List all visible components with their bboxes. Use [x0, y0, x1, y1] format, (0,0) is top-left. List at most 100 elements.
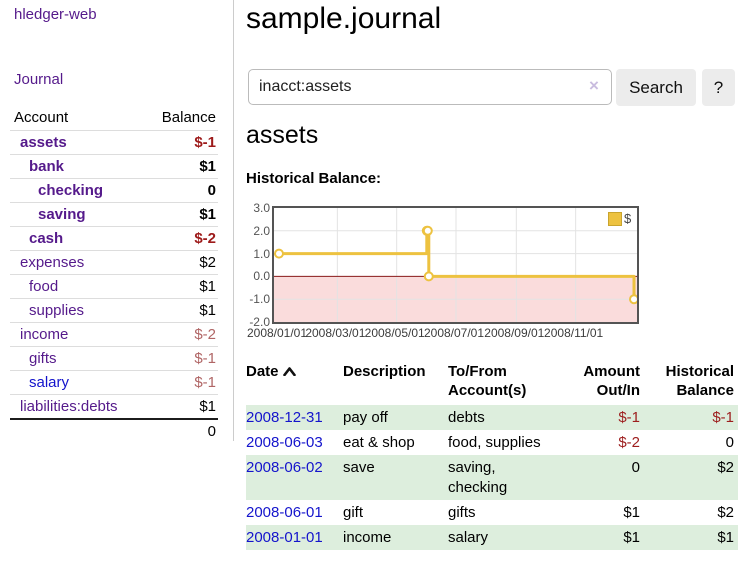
chart-label: Historical Balance: [246, 170, 382, 187]
chart-canvas [274, 208, 637, 322]
account-link-salary[interactable]: salary [29, 374, 70, 391]
account-link-food[interactable]: food [29, 278, 59, 295]
account-row: liabilities:debts $1 [10, 394, 218, 419]
x-axis-tick-label: 2008/05/01 [364, 326, 425, 340]
register-row: 2008-06-03 eat & shop food, supplies $-2 0 [246, 430, 738, 455]
register-cell-description: income [343, 525, 448, 550]
date-header-label: Date [246, 363, 279, 380]
y-axis-tick-label: 1.0 [253, 246, 270, 261]
register-cell-accounts: saving, checking [448, 455, 556, 500]
register-cell-amount: 0 [556, 455, 640, 500]
chart-plot-area [272, 206, 639, 324]
account-link-saving[interactable]: saving [38, 206, 86, 223]
balance-column-header-register: Historical Balance [665, 363, 734, 399]
clear-search-icon[interactable]: × [589, 76, 599, 95]
register-cell-amount: $1 [623, 504, 640, 521]
data-point-marker [274, 248, 284, 259]
account-balance: $-2 [143, 322, 218, 347]
account-link-liabilities-debts[interactable]: liabilities:debts [20, 398, 118, 415]
accounts-column-header: To/From Account(s) [448, 363, 527, 399]
account-link-gifts[interactable]: gifts [29, 350, 57, 367]
account-balance: $-1 [143, 370, 218, 395]
data-point-marker [423, 271, 434, 282]
register-cell-accounts: food, supplies [448, 434, 541, 451]
account-link-checking[interactable]: checking [38, 182, 104, 199]
legend-swatch [608, 211, 622, 226]
account-balance: $2 [143, 250, 218, 275]
account-row: supplies $1 [10, 298, 218, 323]
account-balance: $1 [143, 298, 218, 323]
account-link-bank[interactable]: bank [29, 158, 65, 175]
register-cell-amount: $-2 [618, 434, 640, 451]
search-button[interactable]: Search [616, 69, 696, 106]
accounts-total-spacer [10, 418, 144, 443]
balance-column-header: Balance [161, 109, 216, 126]
register-cell-balance: $-1 [640, 405, 738, 430]
account-balance: $-1 [143, 346, 218, 371]
help-button[interactable]: ? [702, 69, 735, 106]
accounts-total-value: 0 [143, 418, 218, 443]
account-balance: 0 [143, 178, 218, 203]
account-balance: $1 [143, 154, 218, 179]
sidebar-item-journal[interactable]: Journal [14, 71, 64, 88]
account-heading: assets [246, 121, 319, 149]
register-row: 2008-01-01 income salary $1 $1 [246, 525, 738, 550]
account-balance: $1 [143, 274, 218, 299]
legend-series-name: $ [624, 211, 632, 226]
account-link-assets[interactable]: assets [20, 134, 67, 151]
chart-legend: $ [608, 211, 631, 226]
transaction-date-link[interactable]: 2008-06-02 [246, 459, 323, 476]
app-title-link[interactable]: hledger-web [14, 6, 97, 23]
y-axis-tick-label: 0.0 [253, 269, 270, 284]
account-row: expenses $2 [10, 250, 218, 275]
y-axis-tick-label: 3.0 [253, 201, 270, 215]
y-axis-tick-label: 2.0 [253, 223, 270, 238]
account-row: income $-2 [10, 322, 218, 347]
register-row: 2008-06-02 save saving, checking 0 $2 [246, 455, 738, 500]
data-point-marker [422, 225, 433, 236]
transaction-date-link[interactable]: 2008-06-03 [246, 434, 323, 451]
transaction-date-link[interactable]: 2008-12-31 [246, 409, 323, 426]
x-axis-tick-label: 2008/11/01 [544, 326, 604, 340]
historical-balance-chart: $ 3.0 2.0 1.0 0.0 -1.0 -2.0 2008/01/01 2008/03/… [246, 198, 742, 346]
transaction-date-link[interactable]: 2008-06-01 [246, 504, 323, 521]
account-row: gifts $-1 [10, 346, 218, 371]
account-link-income[interactable]: income [20, 326, 69, 343]
register-cell-date: 2008-06-03 [246, 430, 343, 455]
register-header-row: Date Description To/From Account(s) Amou… [246, 360, 738, 405]
register-row: 2008-12-31 pay off debts $-1 $-1 [246, 405, 738, 430]
data-point-marker [629, 294, 637, 305]
register-cell-amount: $-1 [556, 405, 640, 430]
date-column-header[interactable]: Date [246, 360, 343, 405]
register-cell-balance: 0 [725, 434, 734, 451]
account-row: bank $1 [10, 154, 218, 179]
account-row: saving $1 [10, 202, 218, 227]
account-link-expenses[interactable]: expenses [20, 254, 85, 271]
register-cell-description: save [343, 455, 448, 500]
register-cell-description: pay off [343, 405, 448, 430]
sort-ascending-icon [282, 362, 296, 381]
y-axis-tick-label: -2.0 [249, 315, 270, 329]
account-row: salary $-1 [10, 370, 218, 395]
register-cell-balance: $2 [717, 504, 734, 521]
account-row: checking 0 [10, 178, 218, 203]
accounts-table: Account Balance assets $-1 bank $1 checking 0… [10, 106, 218, 443]
register-cell-date: 2008-06-02 [246, 455, 343, 500]
account-link-supplies[interactable]: supplies [29, 302, 85, 319]
page-title: sample.journal [246, 2, 442, 35]
search-input[interactable] [248, 69, 612, 105]
accounts-header-row: Account Balance [10, 106, 218, 131]
register-cell-balance: $2 [640, 455, 738, 500]
register-cell-date: 2008-12-31 [246, 405, 343, 430]
account-balance: $-2 [143, 226, 218, 251]
register-cell-accounts: debts [448, 405, 556, 430]
register-cell-date: 2008-06-01 [246, 500, 343, 525]
account-balance: $-1 [143, 130, 218, 155]
register-row: 2008-06-01 gift gifts $1 $2 [246, 500, 738, 525]
x-axis-tick-label: 2008/09/01 [484, 326, 545, 340]
amount-column-header: Amount Out/In [583, 363, 640, 399]
transaction-date-link[interactable]: 2008-01-01 [246, 529, 323, 546]
account-link-cash[interactable]: cash [29, 230, 64, 247]
x-axis-tick-label: 2008/03/01 [305, 326, 366, 340]
account-row: food $1 [10, 274, 218, 299]
